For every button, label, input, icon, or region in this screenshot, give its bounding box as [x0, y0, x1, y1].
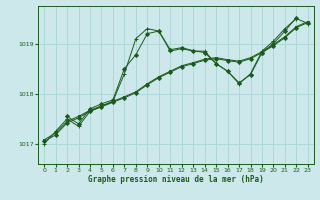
X-axis label: Graphe pression niveau de la mer (hPa): Graphe pression niveau de la mer (hPa) [88, 175, 264, 184]
